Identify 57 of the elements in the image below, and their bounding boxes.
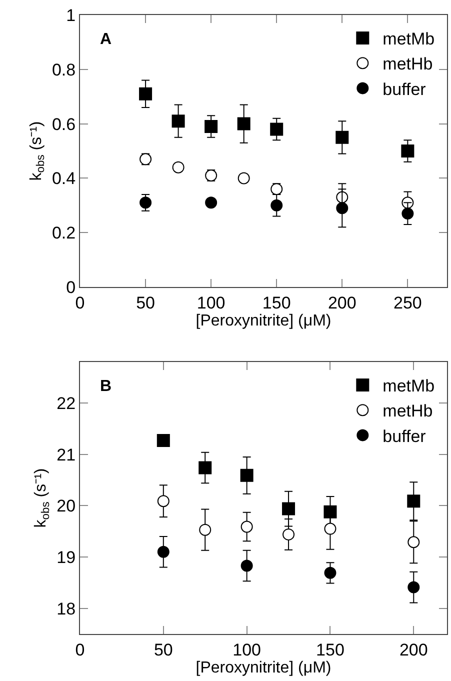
point	[204, 120, 218, 134]
y-tick-label: 0	[66, 278, 76, 297]
y-tick-label: 22	[56, 394, 76, 414]
point	[282, 502, 296, 516]
x-tick-label: 200	[399, 640, 428, 660]
y-tick-label: 18	[56, 599, 76, 618]
point	[240, 520, 253, 533]
point	[324, 505, 337, 518]
point	[172, 114, 185, 128]
point	[401, 144, 414, 158]
x-tick-label: 150	[316, 640, 344, 660]
point	[199, 524, 212, 536]
x-tick-label: 50	[136, 293, 155, 312]
point	[407, 494, 420, 508]
legend-label: metMb	[382, 30, 435, 49]
point	[240, 560, 253, 572]
legend-label: buffer	[382, 426, 426, 446]
text: A	[100, 31, 112, 48]
point	[157, 495, 170, 508]
point	[282, 528, 295, 540]
x-axis-title: [Peroxynitrite] (μM)	[196, 312, 332, 330]
point	[336, 202, 348, 214]
y-tick-label: 19	[56, 548, 76, 567]
point	[156, 434, 170, 448]
point	[408, 536, 420, 548]
x-axis-title: [Peroxynitrite] (μM)	[196, 659, 332, 676]
legend-label: buffer	[382, 80, 426, 99]
x-tick-label: 250	[393, 293, 422, 312]
point	[336, 130, 349, 144]
y-tick-label: 1	[66, 6, 76, 25]
y-tick-label: 20	[56, 496, 76, 516]
point	[237, 117, 250, 130]
x-tick-label: 200	[328, 293, 356, 312]
point	[408, 581, 420, 594]
y-tick-label: 21	[56, 445, 76, 464]
point	[240, 468, 254, 482]
legend-label: metMb	[382, 376, 435, 396]
text: B	[100, 378, 112, 395]
x-tick-label: 100	[196, 293, 226, 312]
x-tick-label: 50	[154, 640, 173, 660]
x-tick-label: 150	[262, 293, 291, 312]
point	[198, 461, 212, 474]
legend-label: metHb	[382, 54, 433, 74]
point	[139, 87, 152, 100]
point	[402, 208, 414, 220]
y-tick-label: 0.4	[52, 169, 76, 188]
point	[157, 546, 170, 558]
point	[270, 199, 283, 212]
point	[324, 566, 336, 579]
point	[140, 196, 152, 209]
point	[270, 122, 284, 136]
y-tick-label: 0.6	[52, 114, 76, 134]
y-tick-label: 0.8	[52, 60, 76, 80]
point	[324, 522, 336, 535]
x-tick-label: 100	[232, 640, 262, 660]
y-tick-label: 0.2	[52, 224, 76, 243]
legend-label: metHb	[382, 402, 433, 421]
